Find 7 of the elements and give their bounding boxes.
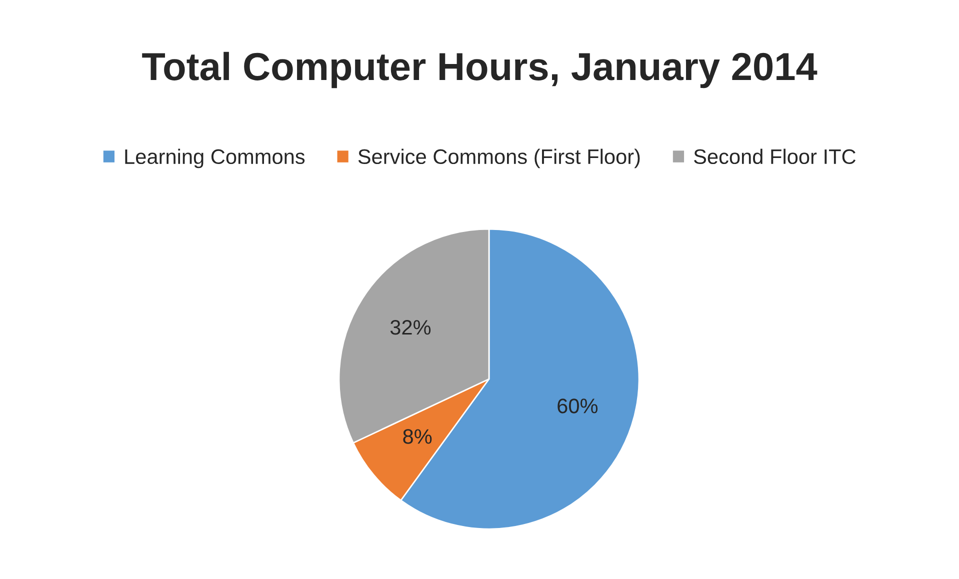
chart-title: Total Computer Hours, January 2014 <box>142 52 818 88</box>
data-label: 60% <box>558 398 598 414</box>
data-label: 8% <box>403 429 432 444</box>
data-label: 32% <box>390 320 431 335</box>
legend-label: Learning Commons <box>125 148 305 168</box>
legend-label: Second Floor ITC <box>694 148 856 164</box>
legend-label: Service Commons (First Floor) <box>358 148 640 168</box>
